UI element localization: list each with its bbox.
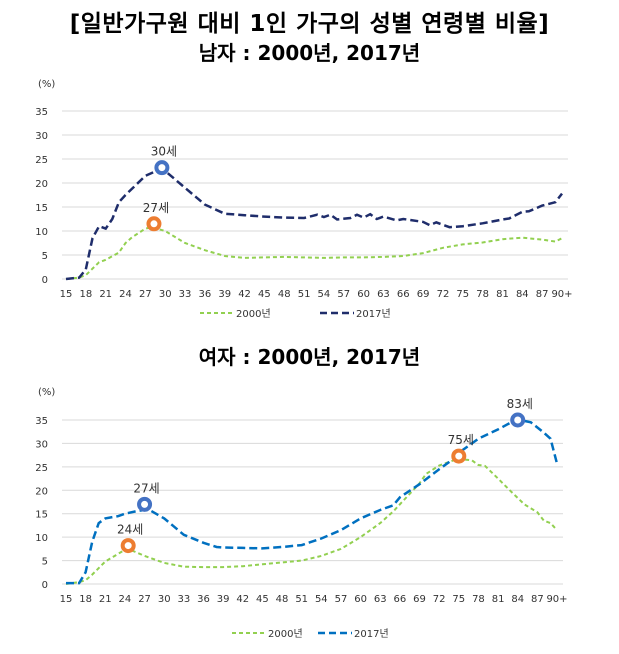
peak-label: 83세 — [507, 397, 533, 411]
peak-marker — [510, 412, 526, 428]
x-tick-label: 63 — [377, 289, 390, 300]
x-tick-label: 51 — [295, 594, 308, 605]
y-tick-label: 10 — [35, 227, 48, 238]
peak-label: 27세 — [143, 201, 169, 215]
x-tick-label: 87 — [531, 594, 544, 605]
y-tick-label: 5 — [42, 557, 48, 568]
x-tick-label: 21 — [99, 289, 112, 300]
x-tick-label: 54 — [318, 289, 331, 300]
peak-marker — [154, 160, 170, 176]
male-chart: (%) 0 5 10 15 20 25 30 35 15 18 21 24 27 30 33 36 39 42 45 4… — [35, 79, 572, 320]
x-tick-label: 48 — [276, 594, 289, 605]
y-tick-label: 25 — [35, 463, 48, 474]
x-tick-label: 66 — [394, 594, 407, 605]
male-chart-title: 남자 : 2000년, 2017년 — [198, 41, 421, 65]
x-tick-label: 48 — [278, 289, 291, 300]
x-tick-label: 78 — [472, 594, 485, 605]
peak-label: 24세 — [117, 523, 143, 537]
x-tick-label: 39 — [217, 594, 230, 605]
x-tick-label: 87 — [536, 289, 549, 300]
y-tick-label: 10 — [35, 533, 48, 544]
x-tick-label: 81 — [492, 594, 505, 605]
legend-label: 2000년 — [268, 628, 303, 640]
x-tick-label: 39 — [218, 289, 231, 300]
y-tick-label: 0 — [42, 275, 48, 286]
x-tick-label: 78 — [476, 289, 489, 300]
y-tick-label: 15 — [35, 510, 48, 521]
x-tick-label: 15 — [60, 594, 73, 605]
x-tick-label: 33 — [177, 594, 190, 605]
x-tick-label: 57 — [335, 594, 348, 605]
x-tick-label: 27 — [138, 594, 151, 605]
x-tick-label: 90+ — [551, 289, 572, 300]
peak-marker — [146, 216, 162, 232]
x-tick-label: 24 — [119, 289, 132, 300]
peak-label: 30세 — [151, 145, 177, 159]
x-tick-label: 72 — [437, 289, 450, 300]
series-line-2000년 — [65, 226, 563, 280]
y-tick-label: 5 — [42, 251, 48, 262]
x-tick-label: 45 — [258, 289, 271, 300]
x-tick-label: 72 — [433, 594, 446, 605]
series-line-2000년 — [65, 457, 558, 585]
x-tick-label: 42 — [236, 594, 249, 605]
series-line-2017년 — [65, 168, 563, 281]
peak-marker — [451, 448, 467, 464]
x-tick-label: 21 — [99, 594, 112, 605]
x-tick-label: 66 — [397, 289, 410, 300]
y-tick-label: 35 — [35, 416, 48, 427]
peak-marker — [137, 496, 153, 512]
x-tick-label: 54 — [315, 594, 328, 605]
x-tick-label: 69 — [417, 289, 430, 300]
y-axis-unit: (%) — [38, 387, 55, 398]
y-tick-label: 25 — [35, 155, 48, 166]
x-tick-label: 45 — [256, 594, 269, 605]
y-axis-unit: (%) — [38, 79, 55, 90]
x-tick-label: 75 — [452, 594, 465, 605]
x-tick-label: 18 — [79, 289, 92, 300]
y-tick-label: 15 — [35, 203, 48, 214]
x-tick-label: 42 — [238, 289, 251, 300]
x-tick-label: 60 — [354, 594, 367, 605]
x-tick-label: 15 — [60, 289, 73, 300]
x-tick-label: 24 — [119, 594, 132, 605]
y-tick-label: 20 — [35, 179, 48, 190]
x-tick-label: 36 — [199, 289, 212, 300]
peak-marker — [120, 538, 136, 554]
female-chart-title: 여자 : 2000년, 2017년 — [198, 345, 421, 369]
x-tick-label: 27 — [139, 289, 152, 300]
x-tick-label: 18 — [79, 594, 92, 605]
legend-label: 2017년 — [354, 628, 389, 640]
x-tick-label: 81 — [496, 289, 509, 300]
x-tick-label: 51 — [298, 289, 311, 300]
x-tick-label: 84 — [511, 594, 524, 605]
x-tick-label: 84 — [516, 289, 529, 300]
y-tick-label: 20 — [35, 486, 48, 497]
x-tick-label: 30 — [159, 289, 172, 300]
x-tick-label: 57 — [337, 289, 350, 300]
main-title: [일반가구원 대비 1인 가구의 성별 연령별 비율] — [69, 11, 550, 37]
y-tick-label: 0 — [42, 580, 48, 591]
x-tick-label: 30 — [158, 594, 171, 605]
y-tick-label: 30 — [35, 131, 48, 142]
x-tick-label: 90+ — [546, 594, 567, 605]
x-tick-label: 33 — [179, 289, 192, 300]
y-tick-label: 35 — [35, 107, 48, 118]
x-tick-label: 63 — [374, 594, 387, 605]
series-line-2017년 — [66, 418, 559, 585]
legend-label: 2017년 — [356, 308, 391, 320]
peak-label: 27세 — [133, 481, 159, 495]
y-tick-label: 30 — [35, 439, 48, 450]
x-tick-label: 75 — [456, 289, 469, 300]
peak-label: 75세 — [448, 433, 474, 447]
x-tick-label: 60 — [357, 289, 370, 300]
x-tick-label: 69 — [413, 594, 426, 605]
legend-label: 2000년 — [236, 308, 271, 320]
x-tick-label: 36 — [197, 594, 210, 605]
